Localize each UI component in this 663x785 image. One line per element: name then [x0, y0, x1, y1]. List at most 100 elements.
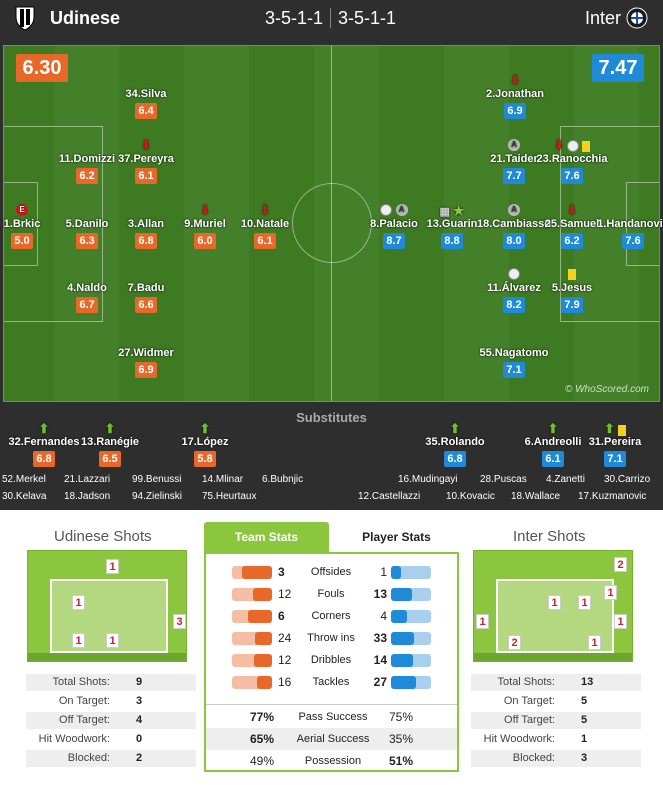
player-rating: 6.9 — [135, 362, 157, 378]
away-stat-value: 14 — [373, 653, 387, 667]
shot-stat-value: 5 — [581, 695, 588, 707]
tab-player-stats[interactable]: Player Stats — [362, 530, 431, 544]
player-icons: ▦ ★ — [407, 204, 497, 218]
home-bench-player[interactable]: 21.Lazzari — [64, 474, 111, 485]
home-shots-title: Udinese Shots — [54, 528, 152, 545]
away-substitute[interactable]: ⬆ 35.Rolando 6.8 — [410, 422, 500, 467]
shot-stat-row: On Target: 5 — [471, 693, 641, 710]
sub-on-icon: ⬆ — [199, 421, 211, 436]
team-stats-panel: 3 Offsides 1 12 Fouls 13 6 Corners 4 24 Throw ins 3… — [204, 552, 459, 772]
away-bench-player[interactable]: 16.Mudingayi — [398, 474, 458, 485]
home-player[interactable]: 27.Widmer 6.9 — [101, 347, 191, 378]
player-name: 2.Jonathan — [485, 88, 545, 100]
player-rating: 6.6 — [135, 297, 157, 313]
away-bench-player[interactable]: 17.Kuzmanovic — [578, 491, 647, 502]
player-icons: ⬆ — [0, 422, 89, 435]
away-shots-zones: 2 1 1 1 1 1 2 1 — [473, 550, 633, 662]
away-bench-player[interactable]: 18.Wallace — [511, 491, 561, 502]
home-player[interactable]: 34.Silva 6.4 — [101, 88, 191, 119]
player-name: 5.Danilo — [65, 218, 109, 230]
home-bench-player[interactable]: 6.Bubnjic — [262, 474, 304, 485]
team-stat-row: 12 Fouls 13 — [206, 584, 457, 605]
away-bench-player[interactable]: 4.Zanetti — [546, 474, 585, 485]
home-player[interactable]: E 1.Brkic 5.0 — [0, 204, 67, 249]
player-icons: ⬇ — [101, 139, 191, 152]
percent-stat-row: 65% Aerial Success 35% — [206, 728, 457, 750]
away-player[interactable]: A 18.Cambiasso 8.0 — [469, 204, 559, 249]
assist-icon: A — [395, 204, 408, 217]
player-icons — [101, 333, 191, 346]
home-formation: 3-5-1-1 — [265, 8, 324, 28]
away-substitute[interactable]: ⬆ 31.Pereira 7.1 — [570, 422, 660, 467]
home-bench-player[interactable]: 99.Benussi — [132, 474, 182, 485]
away-stat-value: 1 — [380, 565, 387, 579]
home-stat-value: 3 — [278, 565, 285, 579]
stat-label: Offsides — [310, 566, 352, 578]
home-stat-bar — [232, 676, 272, 689]
team-stat-row: 12 Dribbles 14 — [206, 650, 457, 671]
away-percent: 51% — [388, 754, 413, 768]
home-substitute[interactable]: ⬆ 13.Ranégie 6.5 — [65, 422, 155, 467]
sub-on-icon: ⬆ — [104, 421, 116, 436]
zone-count: 2 — [508, 635, 521, 650]
away-player[interactable]: ⬇ 25.Samuel 6.2 — [527, 204, 617, 249]
player-name: 25.Samuel — [544, 218, 600, 230]
home-player[interactable]: 3.Allan 6.8 — [101, 218, 191, 249]
home-player[interactable]: ⬇ 37.Pereyra 6.1 — [101, 139, 191, 184]
assist-icon: A — [508, 139, 520, 152]
home-bench-player[interactable]: 52.Merkel — [2, 474, 46, 485]
home-substitute[interactable]: ⬆ 32.Fernandes 6.8 — [0, 422, 89, 467]
away-player[interactable]: 5.Jesus 7.9 — [527, 268, 617, 313]
home-player[interactable]: 7.Badu 6.6 — [101, 282, 191, 313]
player-icons: ⬆ — [570, 422, 660, 436]
shot-stat-label: Hit Woodwork: — [38, 733, 110, 745]
home-bench-player[interactable]: 18.Jadson — [64, 491, 111, 502]
home-player[interactable]: ⬇ 10.Natale 6.1 — [220, 204, 310, 249]
away-player[interactable]: A 21.Taider 7.7 — [469, 139, 559, 184]
player-name: 6.Andreolli — [524, 436, 582, 448]
player-name: 3.Allan — [127, 218, 165, 230]
away-player[interactable]: A 8.Palacio 8.7 — [349, 204, 439, 249]
away-bench-player[interactable]: 30.Carrizo — [604, 474, 651, 485]
home-bench-player[interactable]: 30.Kelava — [2, 491, 47, 502]
away-bench-player[interactable]: 10.Kovacic — [446, 491, 495, 502]
home-stat-bar — [232, 610, 272, 623]
away-substitute[interactable]: ⬆ 6.Andreolli 6.1 — [508, 422, 598, 467]
home-substitute[interactable]: ⬆ 17.López 5.8 — [160, 422, 250, 467]
assist-icon: A — [508, 204, 520, 217]
sub-off-icon: ⬇ — [259, 203, 271, 217]
away-player[interactable]: ⬇ 23.Ranocchia 7.6 — [527, 139, 617, 184]
away-percent: 75% — [388, 710, 413, 724]
udinese-logo-icon — [14, 0, 36, 36]
home-bench-player[interactable]: 75.Heurtaux — [202, 491, 257, 502]
player-icons: ⬇ — [160, 204, 250, 217]
away-player[interactable]: 55.Nagatomo 7.1 — [469, 347, 559, 378]
substitutes-label: Substitutes — [296, 410, 367, 425]
away-bench-player[interactable]: 28.Puscas — [480, 474, 527, 485]
away-bench-player[interactable]: 12.Castellazzi — [358, 491, 421, 502]
zone-count: 1 — [548, 595, 561, 610]
player-rating: 8.2 — [503, 297, 525, 313]
home-bench-player[interactable]: 14.Mlinar — [202, 474, 244, 485]
away-player[interactable]: ⬇ 2.Jonathan 6.9 — [470, 74, 560, 119]
home-stat-bar — [232, 588, 272, 601]
home-player[interactable]: 5.Danilo 6.3 — [42, 218, 132, 249]
percent-stat-row: 49% Possession 51% — [206, 750, 457, 772]
tab-team-stats[interactable]: Team Stats — [204, 522, 329, 552]
away-player[interactable]: 1.Handanovic 7.6 — [588, 218, 663, 249]
home-player[interactable]: 11.Domizzi 6.2 — [42, 153, 132, 184]
home-player[interactable]: 4.Naldo 6.7 — [42, 282, 132, 313]
player-rating: 6.1 — [135, 168, 157, 184]
player-name: 1.Handanovic — [597, 218, 663, 230]
player-icons: A — [349, 204, 439, 217]
home-player[interactable]: ⬇ 9.Muriel 6.0 — [160, 204, 250, 249]
player-name: 17.López — [181, 436, 229, 448]
away-player[interactable]: 11.Álvarez 8.2 — [469, 268, 559, 313]
player-name: 7.Badu — [127, 282, 165, 294]
home-bench-player[interactable]: 94.Zielinski — [132, 491, 183, 502]
away-player[interactable]: ▦ ★ 13.Guarin 8.8 — [407, 204, 497, 249]
shot-stat-value: 5 — [581, 714, 588, 726]
home-shots-zones: 1 1 1 1 3 — [27, 550, 187, 662]
inter-logo-icon — [626, 0, 648, 36]
red-e-icon: E — [16, 204, 28, 217]
